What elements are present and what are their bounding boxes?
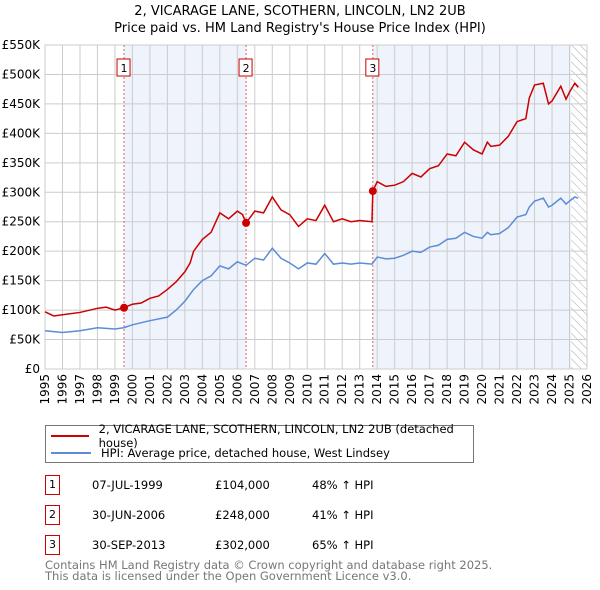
x-tick-label: 2000: [125, 374, 139, 405]
y-tick-label: £450K: [2, 97, 42, 111]
x-tick-label: 2014: [370, 374, 384, 405]
sale-price: £302,000: [215, 538, 270, 552]
x-tick-label: 2024: [545, 374, 559, 405]
x-tick-label: 2021: [493, 374, 507, 405]
forecast-hatch: [571, 45, 587, 369]
y-tick-label: £500K: [2, 67, 42, 81]
legend-label: 2, VICARAGE LANE, SCOTHERN, LINCOLN, LN2…: [98, 422, 454, 450]
sale-price: £248,000: [215, 508, 270, 522]
shaded-period: [372, 45, 572, 369]
x-tick-label: 2011: [318, 374, 332, 405]
footer-line-2: This data is licensed under the Open Gov…: [45, 569, 412, 583]
x-tick-label: 2025: [563, 374, 577, 405]
x-tick-label: 2009: [283, 374, 297, 405]
x-tick-label: 2016: [405, 374, 419, 405]
sale-badge: 2: [45, 505, 60, 525]
x-tick-label: 2010: [300, 374, 314, 405]
legend: 2, VICARAGE LANE, SCOTHERN, LINCOLN, LN2…: [45, 422, 474, 463]
x-tick-label: 2001: [143, 374, 157, 405]
legend-item-hpi: HPI: Average price, detached house, West…: [51, 445, 390, 461]
y-tick-label: £0: [25, 362, 40, 376]
legend-item-property: 2, VICARAGE LANE, SCOTHERN, LINCOLN, LN2…: [51, 422, 473, 450]
x-tick-label: 1997: [73, 374, 87, 405]
x-tick-label: 2015: [388, 374, 402, 405]
sale-hpi-diff: 65% ↑ HPI: [312, 538, 374, 552]
x-tick-label: 1998: [90, 374, 104, 405]
legend-label: HPI: Average price, detached house, West…: [101, 446, 390, 460]
x-tick-label: 2004: [195, 374, 209, 405]
y-tick-label: £100K: [2, 303, 42, 317]
sale-date: 30-JUN-2006: [92, 508, 166, 522]
x-tick-label: 2002: [160, 374, 174, 405]
x-tick-label: 2022: [510, 374, 524, 405]
sale-hpi-diff: 41% ↑ HPI: [312, 508, 374, 522]
plot-area: 1995 1996 1997 1998 1999 2000 2001 2002 2003 2004…: [2, 38, 594, 405]
sale-point: [120, 303, 129, 312]
sale-row: 3 30-SEP-2013 £302,000 65% ↑ HPI: [45, 535, 465, 555]
x-tick-label: 2023: [528, 374, 542, 405]
sale-badge: [116, 58, 131, 77]
legend-swatch-red: [51, 435, 89, 437]
x-tick-label: 2017: [423, 374, 437, 405]
sale-badge-label: 2: [243, 62, 250, 75]
chart-subtitle: Price paid vs. HM Land Registry's House …: [114, 21, 486, 36]
x-tick-label: 2003: [178, 374, 192, 405]
plot-border: [44, 44, 588, 370]
sale-badge: 3: [45, 535, 60, 555]
y-tick-label: £50K: [9, 333, 41, 347]
x-tick-label: 2019: [458, 374, 472, 405]
y-tick-label: £250K: [2, 215, 42, 229]
x-tick-label: 1996: [55, 374, 69, 405]
x-tick-label: 1995: [38, 374, 52, 405]
y-tick-label: £200K: [2, 244, 42, 258]
y-tick-label: £550K: [2, 38, 42, 52]
sale-point: [368, 187, 377, 196]
y-tick-label: £300K: [2, 185, 42, 199]
y-tick-label: £350K: [2, 156, 42, 170]
x-tick-label: 2018: [440, 374, 454, 405]
sale-badge: 1: [45, 475, 60, 495]
y-tick-label: £150K: [2, 274, 42, 288]
sale-date: 30-SEP-2013: [92, 538, 166, 552]
sale-badge: [238, 58, 253, 77]
sale-row: 1 07-JUL-1999 £104,000 48% ↑ HPI: [45, 475, 465, 495]
x-tick-label: 2005: [213, 374, 227, 405]
legend-swatch-blue: [51, 452, 91, 454]
series-line: [44, 82, 579, 317]
x-tick-label: 2007: [248, 374, 262, 405]
sale-row: 2 30-JUN-2006 £248,000 41% ↑ HPI: [45, 505, 465, 525]
x-tick-label: 2026: [580, 374, 594, 405]
footer-line-1: Contains HM Land Registry data © Crown c…: [45, 558, 493, 572]
sale-price: £104,000: [215, 478, 270, 492]
sale-point: [242, 218, 251, 227]
x-tick-label: 2008: [265, 374, 279, 405]
x-tick-label: 1999: [108, 374, 122, 405]
y-tick-label: £400K: [2, 126, 42, 140]
x-tick-label: 2020: [475, 374, 489, 405]
sale-date: 07-JUL-1999: [92, 478, 163, 492]
x-tick-label: 2006: [230, 374, 244, 405]
x-tick-label: 2013: [353, 374, 367, 405]
x-tick-label: 2012: [335, 374, 349, 405]
series-line: [44, 196, 579, 334]
footer: Contains HM Land Registry data © Crown c…: [45, 558, 493, 583]
sale-hpi-diff: 48% ↑ HPI: [312, 478, 374, 492]
sale-badge-label: 1: [121, 62, 128, 75]
sale-badge: [365, 58, 380, 77]
sale-badge-label: 3: [369, 62, 376, 75]
chart-title: 2, VICARAGE LANE, SCOTHERN, LINCOLN, LN2…: [134, 4, 466, 19]
